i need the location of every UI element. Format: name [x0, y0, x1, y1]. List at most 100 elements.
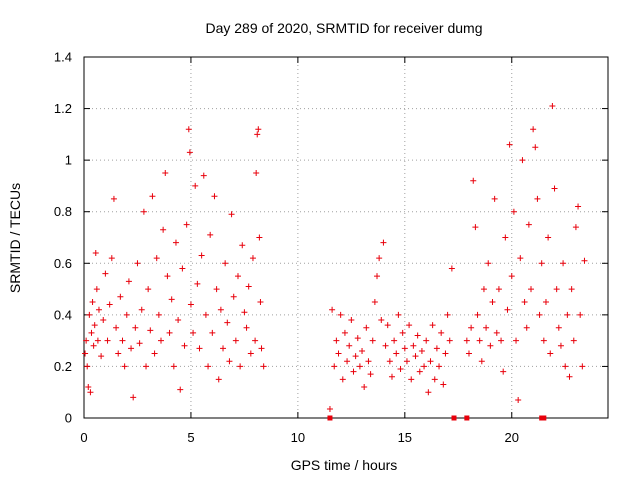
- data-point: [125, 278, 132, 285]
- data-point: [145, 286, 152, 293]
- data-point: [89, 298, 96, 305]
- data-point: [412, 353, 419, 360]
- data-point: [245, 283, 252, 290]
- data-point: [140, 208, 147, 215]
- data-point: [406, 322, 413, 329]
- data-point: [88, 329, 95, 336]
- data-point: [525, 221, 532, 228]
- data-point: [553, 286, 560, 293]
- data-point: [157, 337, 164, 344]
- data-point: [198, 252, 205, 259]
- data-point: [395, 311, 402, 318]
- data-point: [224, 319, 231, 326]
- data-point: [403, 358, 410, 365]
- data-point: [205, 363, 212, 370]
- data-point: [177, 386, 184, 393]
- data-point: [517, 255, 524, 262]
- data-point: [232, 337, 239, 344]
- x-tick-label: 10: [291, 430, 305, 445]
- data-point: [220, 345, 227, 352]
- data-point: [215, 376, 222, 383]
- data-point: [365, 358, 372, 365]
- data-point: [378, 317, 385, 324]
- data-point: [521, 298, 528, 305]
- data-point: [427, 358, 434, 365]
- data-point: [508, 273, 515, 280]
- data-point: [465, 350, 472, 357]
- axis-marker: [464, 415, 470, 421]
- data-point: [513, 337, 520, 344]
- data-point: [186, 149, 193, 156]
- data-point: [117, 293, 124, 300]
- data-point: [247, 350, 254, 357]
- data-point: [540, 337, 547, 344]
- data-point: [444, 311, 451, 318]
- y-tick-label: 0: [65, 411, 72, 426]
- data-point: [331, 363, 338, 370]
- data-point: [408, 376, 415, 383]
- data-point: [410, 342, 417, 349]
- data-point: [213, 286, 220, 293]
- data-point: [487, 342, 494, 349]
- data-point: [192, 182, 199, 189]
- data-point: [94, 337, 101, 344]
- data-point: [538, 260, 545, 267]
- data-point: [350, 368, 357, 375]
- data-point: [228, 211, 235, 218]
- gridlines: [84, 57, 608, 418]
- data-point: [359, 347, 366, 354]
- data-point: [341, 329, 348, 336]
- data-point: [202, 311, 209, 318]
- data-point: [393, 350, 400, 357]
- data-point: [376, 255, 383, 262]
- data-point: [423, 337, 430, 344]
- data-point: [555, 324, 562, 331]
- data-point: [523, 324, 530, 331]
- data-point: [130, 394, 137, 401]
- plot-frame: [83, 56, 609, 419]
- axis-marker: [327, 415, 333, 421]
- data-point: [183, 221, 190, 228]
- data-point: [489, 298, 496, 305]
- data-point: [401, 345, 408, 352]
- data-point: [217, 306, 224, 313]
- data-point: [564, 311, 571, 318]
- data-point: [185, 126, 192, 133]
- data-point: [491, 195, 498, 202]
- data-point: [222, 260, 229, 267]
- data-point: [132, 324, 139, 331]
- x-axis-label: GPS time / hours: [291, 457, 398, 473]
- data-point: [536, 311, 543, 318]
- data-point: [190, 329, 197, 336]
- data-point: [226, 358, 233, 365]
- data-point: [110, 195, 117, 202]
- data-point: [547, 350, 554, 357]
- data-point: [418, 347, 425, 354]
- data-point: [168, 296, 175, 303]
- data-point: [530, 126, 537, 133]
- data-point: [371, 298, 378, 305]
- data-point: [209, 329, 216, 336]
- data-point: [134, 260, 141, 267]
- data-point: [388, 373, 395, 380]
- data-point: [429, 322, 436, 329]
- axis-markers: [327, 415, 547, 421]
- data-point: [166, 329, 173, 336]
- data-point: [160, 226, 167, 233]
- data-point: [472, 224, 479, 231]
- data-point: [528, 286, 535, 293]
- data-point: [572, 224, 579, 231]
- data-point: [326, 405, 333, 412]
- data-point: [91, 322, 98, 329]
- data-point: [545, 234, 552, 241]
- data-point: [374, 273, 381, 280]
- data-point: [260, 363, 267, 370]
- data-point: [102, 270, 109, 277]
- data-point: [179, 265, 186, 272]
- data-point: [243, 324, 250, 331]
- data-point: [200, 172, 207, 179]
- x-tick-labels: 0 5 10 15 20: [80, 430, 519, 445]
- y-tick-labels: 0 0.2 0.4 0.6 0.8 1 1.2 1.4: [54, 50, 72, 426]
- data-point: [234, 273, 241, 280]
- data-point: [431, 376, 438, 383]
